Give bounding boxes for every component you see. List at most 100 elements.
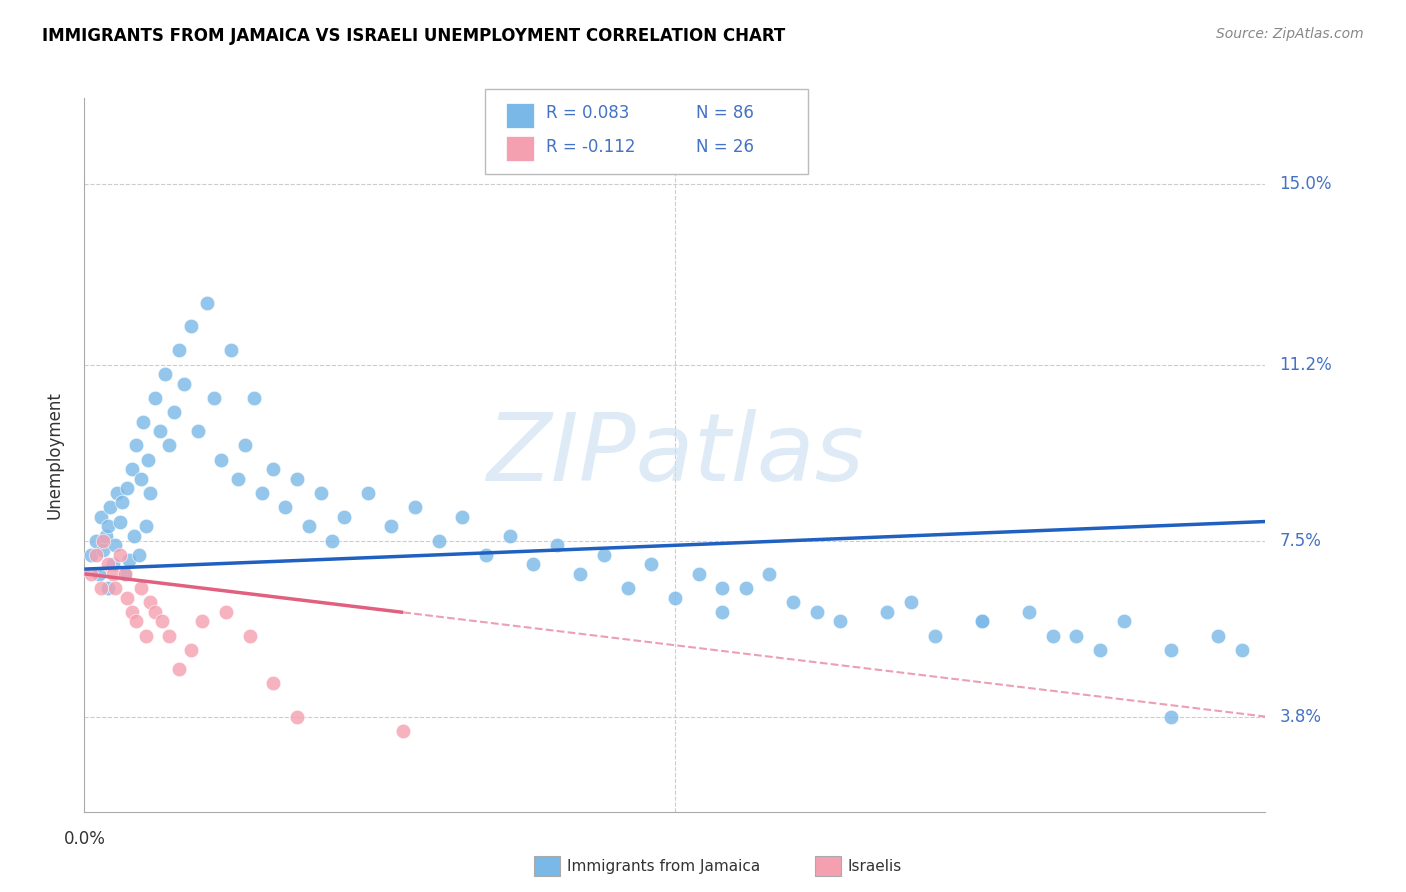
Point (97, 519, 120, 533)
Point (711, 605, 734, 619)
Point (84, 548, 107, 562)
Point (114, 566, 136, 581)
Point (243, 391, 266, 405)
Point (569, 566, 592, 581)
Point (150, 615, 173, 629)
Point (132, 415, 155, 429)
Point (298, 519, 321, 533)
Point (90, 581, 112, 595)
Point (1042, 629, 1064, 643)
Point (404, 500, 426, 515)
Point (226, 472, 249, 486)
Point (135, 629, 157, 643)
Point (664, 591, 686, 605)
Point (143, 605, 166, 619)
Point (101, 566, 124, 581)
Text: N = 26: N = 26 (696, 138, 754, 156)
Point (285, 472, 308, 486)
Text: 11.2%: 11.2% (1279, 356, 1333, 374)
Point (136, 452, 159, 467)
Point (1160, 709, 1182, 723)
Point (1230, 643, 1253, 657)
Point (274, 500, 297, 515)
Point (139, 486, 162, 500)
Point (640, 558, 662, 572)
Point (173, 376, 195, 391)
Point (262, 462, 284, 476)
Point (219, 343, 242, 358)
Point (427, 533, 450, 548)
Point (546, 538, 568, 552)
Point (616, 581, 638, 595)
Point (1112, 615, 1135, 629)
Point (333, 509, 356, 524)
Point (121, 605, 143, 619)
Point (91, 533, 114, 548)
Text: 3.8%: 3.8% (1279, 707, 1322, 725)
Point (98, 500, 121, 515)
Text: 15.0%: 15.0% (1279, 175, 1331, 193)
Point (104, 538, 127, 552)
Point (522, 558, 544, 572)
Point (830, 615, 852, 629)
Point (104, 581, 127, 595)
Point (115, 481, 138, 495)
Point (157, 438, 180, 452)
Point (475, 548, 498, 562)
Point (970, 615, 993, 629)
Point (135, 519, 157, 533)
Point (924, 629, 946, 643)
Point (121, 462, 143, 476)
Point (233, 438, 256, 452)
Point (149, 424, 172, 438)
Point (163, 405, 186, 419)
Text: R = 0.083: R = 0.083 (546, 104, 628, 122)
Point (111, 495, 134, 509)
Point (94, 529, 117, 543)
Point (309, 486, 332, 500)
Point (108, 515, 131, 529)
Text: Source: ZipAtlas.com: Source: ZipAtlas.com (1216, 27, 1364, 41)
Point (239, 629, 262, 643)
Point (498, 529, 520, 543)
Point (806, 605, 828, 619)
Point (153, 367, 176, 381)
Point (97, 558, 120, 572)
Point (118, 552, 141, 566)
Point (202, 391, 225, 405)
Point (876, 605, 898, 619)
Text: 7.5%: 7.5% (1279, 532, 1322, 549)
Point (250, 486, 273, 500)
Point (129, 581, 152, 595)
Point (108, 548, 131, 562)
Point (129, 472, 152, 486)
Point (180, 319, 202, 334)
Point (80, 548, 103, 562)
Text: N = 86: N = 86 (696, 104, 754, 122)
Point (167, 662, 190, 676)
Text: Israelis: Israelis (848, 859, 903, 873)
Point (321, 533, 343, 548)
Point (900, 595, 922, 609)
Text: IMMIGRANTS FROM JAMAICA VS ISRAELI UNEMPLOYMENT CORRELATION CHART: IMMIGRANTS FROM JAMAICA VS ISRAELI UNEMP… (42, 27, 786, 45)
Point (167, 343, 190, 358)
Y-axis label: Unemployment: Unemployment (45, 391, 63, 519)
Point (80, 566, 103, 581)
Text: R = -0.112: R = -0.112 (546, 138, 636, 156)
Point (157, 629, 180, 643)
Point (101, 558, 124, 572)
Point (122, 529, 145, 543)
Point (114, 566, 136, 581)
Point (451, 509, 474, 524)
Point (734, 581, 756, 595)
Point (143, 391, 166, 405)
Point (125, 615, 148, 629)
Point (187, 424, 209, 438)
Point (593, 548, 616, 562)
Point (84, 533, 107, 548)
Point (970, 615, 993, 629)
Point (1018, 605, 1040, 619)
Point (357, 486, 380, 500)
Point (782, 595, 804, 609)
Point (209, 452, 232, 467)
